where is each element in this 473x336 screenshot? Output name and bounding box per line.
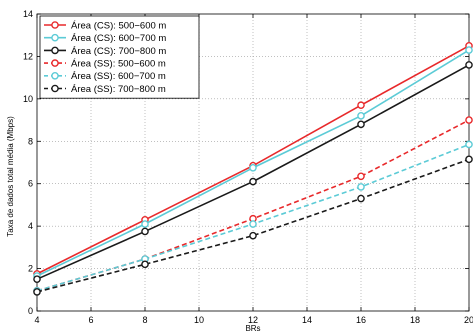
- legend-marker: [51, 46, 59, 55]
- y-tick-label: 12: [23, 51, 33, 61]
- x-tick-label: 20: [464, 315, 473, 325]
- data-point: [465, 46, 473, 54]
- series-line: [36, 158, 470, 293]
- x-tick-label: 18: [410, 315, 420, 325]
- legend-marker: [51, 72, 59, 80]
- data-point: [141, 227, 149, 236]
- x-axis-label: BRs: [245, 324, 260, 333]
- data-point: [357, 194, 365, 203]
- legend-label: Área (SS): 600−700 m: [71, 71, 166, 82]
- data-point: [33, 288, 41, 296]
- data-point: [357, 120, 365, 129]
- y-tick-label: 0: [28, 306, 33, 316]
- data-point: [141, 220, 149, 228]
- legend-item: Área (CS): 600−700 m: [44, 33, 166, 44]
- series-3: [33, 61, 473, 283]
- series-5: [33, 140, 473, 295]
- x-tick-label: 14: [302, 315, 312, 325]
- y-tick-label: 14: [23, 9, 33, 19]
- y-axis-label: Taxa de dados total média (Mbps): [6, 116, 15, 237]
- legend-marker: [51, 84, 59, 93]
- y-tick-label: 6: [28, 179, 33, 189]
- data-point: [141, 260, 149, 269]
- x-tick-label: 8: [142, 315, 147, 325]
- data-point: [465, 116, 473, 124]
- x-tick-label: 12: [248, 315, 258, 325]
- legend: Área (CS): 500−600 m Área (CS): 600−700 m…: [39, 15, 200, 99]
- x-tick-label: 6: [88, 315, 93, 325]
- series-group: [33, 42, 473, 296]
- data-point: [465, 61, 473, 69]
- data-point: [357, 112, 365, 120]
- legend-item: Área (SS): 500−600 m: [44, 59, 166, 70]
- x-tick-label: 16: [356, 315, 366, 325]
- data-point: [357, 172, 365, 181]
- y-tick-label: 10: [23, 94, 33, 104]
- data-point: [249, 231, 257, 240]
- legend-item: Área (CS): 500−600 m: [44, 20, 166, 31]
- x-tick-label: 4: [34, 315, 39, 325]
- legend-label: Área (CS): 600−700 m: [71, 33, 166, 44]
- y-tick-label: 4: [28, 221, 33, 231]
- axis-ticks: 4 6 8 10 12 14 16 18 20 0 2 4 6 8 10 12 14: [23, 9, 473, 325]
- legend-item: Área (CS): 700−800 m: [44, 46, 166, 57]
- x-tick-label: 10: [194, 315, 204, 325]
- data-point: [465, 140, 473, 149]
- legend-label: Área (SS): 500−600 m: [71, 59, 166, 70]
- y-tick-label: 2: [28, 264, 33, 274]
- legend-item: Área (SS): 600−700 m: [44, 71, 166, 82]
- data-point: [249, 164, 257, 172]
- y-tick-label: 8: [28, 136, 33, 146]
- data-point: [465, 155, 473, 164]
- legend-label: Área (SS): 700−800 m: [71, 84, 166, 95]
- legend-label: Área (CS): 500−600 m: [71, 20, 166, 31]
- data-point: [357, 183, 365, 191]
- legend-marker: [51, 59, 59, 67]
- legend-marker: [51, 33, 59, 42]
- legend-item: Área (SS): 700−800 m: [44, 84, 166, 95]
- data-point: [33, 275, 41, 283]
- series-6: [33, 155, 473, 296]
- legend-label: Área (CS): 700−800 m: [71, 46, 166, 57]
- legend-box: [39, 15, 200, 99]
- legend-marker: [51, 21, 59, 29]
- data-point: [357, 101, 365, 110]
- data-point: [249, 220, 257, 228]
- data-point: [249, 177, 257, 186]
